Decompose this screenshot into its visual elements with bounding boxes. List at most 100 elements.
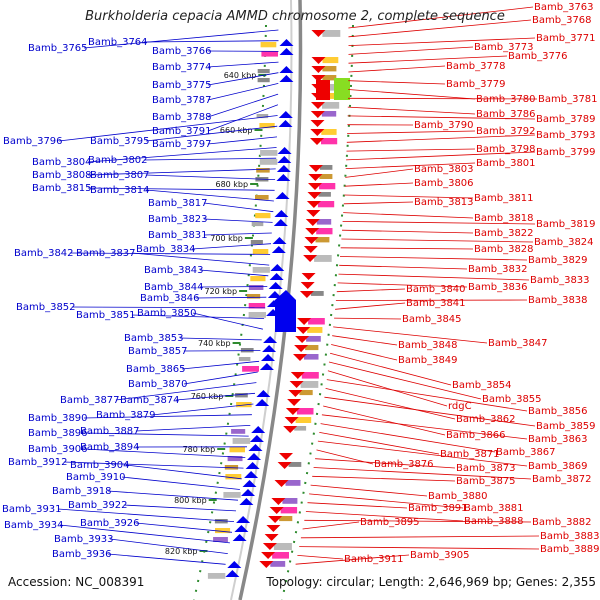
reverse-gene-arrow: [305, 228, 320, 235]
right-leader-line: [329, 352, 452, 386]
right-leader-line: [336, 288, 406, 293]
right-gene-labels: Bamb_3763Bamb_3768Bamb_3771Bamb_3773Bamb…: [344, 2, 600, 565]
reverse-gene-arrow: [296, 327, 311, 334]
forward-gene-arrow: [277, 147, 292, 154]
right-gene-label: Bamb_3848: [398, 340, 458, 351]
left-gene-label: Bamb_3802: [88, 155, 148, 166]
left-leader-line: [71, 306, 266, 309]
left-leader-line: [87, 168, 276, 176]
gene-block: [240, 348, 254, 353]
forward-gene-arrow: [272, 237, 287, 244]
right-gene-label: Bamb_3872: [532, 474, 592, 485]
right-leader-line: [317, 440, 528, 467]
forward-gene-arrow: [271, 246, 286, 253]
right-leader-line: [339, 256, 528, 261]
reverse-gene-arrow: [305, 219, 320, 226]
left-leader-line: [207, 104, 279, 132]
left-gene-label: Bamb_3857: [128, 346, 188, 357]
reverse-gene-arrow: [299, 291, 314, 298]
forward-gene-arrow: [249, 435, 264, 442]
right-gene-label: Bamb_3838: [528, 295, 588, 306]
left-leader-line: [203, 202, 274, 213]
right-leader-line: [340, 247, 474, 250]
right-gene-label: Bamb_3867: [496, 447, 556, 458]
left-gene-label: Bamb_3765: [28, 43, 88, 54]
reverse-gene-arrow: [304, 237, 319, 244]
left-gene-label: Bamb_3766: [152, 46, 212, 57]
left-leader-line: [207, 83, 279, 101]
right-leader-line: [348, 80, 446, 85]
reverse-gene-arrow: [308, 183, 322, 190]
left-leader-line: [145, 125, 278, 142]
reverse-gene-arrow: [310, 129, 325, 136]
right-leader-line: [334, 317, 402, 320]
gene-block: [248, 285, 264, 290]
gene-block: [251, 222, 264, 227]
right-leader-line: [327, 370, 448, 407]
reverse-gene-arrow: [311, 102, 325, 109]
left-gene-label: Bamb_3904: [70, 460, 130, 471]
right-gene-label: Bamb_3866: [446, 430, 506, 441]
forward-gene-arrow: [255, 399, 270, 406]
right-leader-line: [321, 414, 528, 440]
left-gene-label: Bamb_3877: [60, 395, 120, 406]
left-leader-line: [151, 403, 254, 416]
right-gene-label: Bamb_3780: [476, 94, 536, 105]
right-gene-label: Bamb_3876: [374, 459, 434, 470]
gene-block: [307, 327, 323, 333]
right-leader-line: [348, 19, 532, 38]
reverse-gene-arrow: [294, 345, 309, 352]
gene-block: [322, 102, 340, 109]
left-leader-line: [83, 448, 246, 458]
gene-block: [248, 303, 266, 309]
gene-block: [259, 123, 275, 129]
gene-block: [270, 561, 286, 567]
gene-block: [252, 249, 269, 255]
gene-block: [315, 237, 330, 243]
gene-block: [231, 429, 246, 434]
large-gene-block: [334, 78, 350, 100]
reverse-gene-arrow: [301, 273, 316, 280]
left-leader-line: [181, 360, 260, 370]
gene-block: [319, 183, 336, 190]
right-leader-line: [348, 89, 476, 100]
accession-text: Accession: NC_008391: [8, 575, 144, 589]
left-gene-label: Bamb_3851: [76, 310, 136, 321]
left-gene-label: Bamb_3910: [66, 472, 126, 483]
right-leader-line: [332, 335, 398, 346]
forward-gene-arrow: [273, 219, 288, 226]
forward-gene-arrow: [263, 336, 278, 343]
gene-block: [316, 228, 333, 235]
left-gene-label: Bamb_3788: [152, 112, 212, 123]
gene-block: [252, 267, 270, 273]
left-gene-label: Bamb_3815: [32, 183, 92, 194]
left-gene-label: Bamb_3918: [52, 486, 112, 497]
left-gene-label: Bamb_3844: [144, 282, 204, 293]
right-gene-label: Bamb_3889: [540, 544, 600, 555]
right-leader-line: [328, 361, 482, 400]
forward-gene-arrow: [234, 525, 249, 532]
reverse-gene-arrow: [295, 336, 310, 343]
forward-gene-arrow: [248, 444, 263, 451]
gene-block: [317, 201, 335, 208]
right-gene-label: Bamb_3790: [414, 120, 474, 131]
left-leader-line: [199, 269, 269, 277]
reverse-gene-arrow: [266, 525, 281, 532]
gene-block: [272, 552, 289, 559]
left-gene-label: Bamb_3796: [3, 136, 63, 147]
gene-block: [227, 456, 243, 462]
gene-block: [250, 276, 266, 282]
kbp-tick-label: 640 kbp: [224, 71, 257, 80]
gene-block: [223, 492, 241, 498]
left-leader-line: [107, 553, 226, 565]
reverse-gene-arrow: [293, 354, 307, 361]
right-gene-label: Bamb_3859: [536, 421, 596, 432]
right-gene-label: Bamb_3763: [534, 2, 594, 13]
right-gene-label: Bamb_3786: [476, 109, 536, 120]
forward-gene-arrow: [275, 192, 290, 199]
gene-block: [316, 219, 332, 225]
forward-gene-arrow: [279, 39, 294, 46]
left-leader-line: [195, 296, 267, 299]
forward-gene-arrow: [279, 66, 294, 73]
